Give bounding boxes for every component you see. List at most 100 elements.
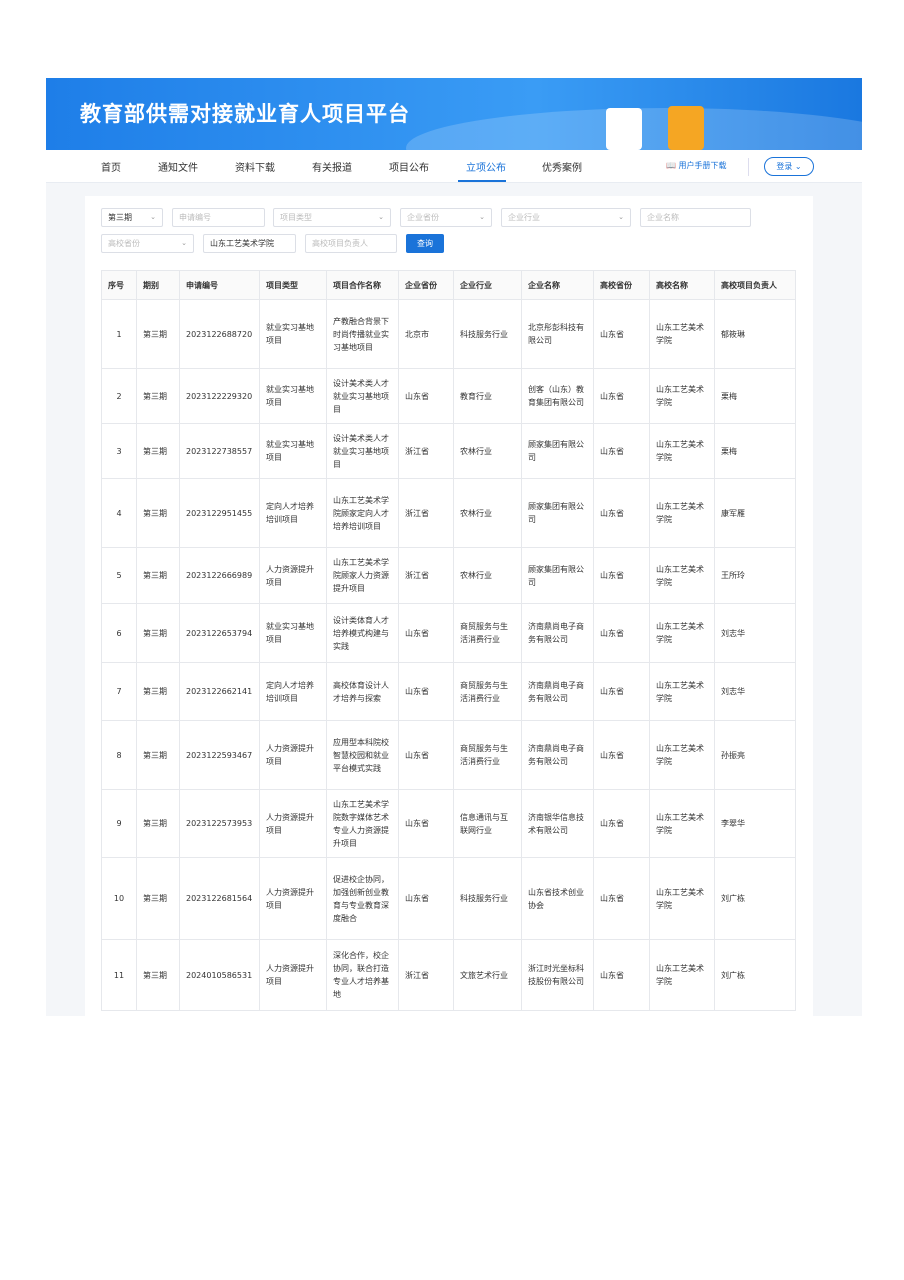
- main-nav: 首页 通知文件 资料下载 有关报道 项目公布 立项公布 优秀案例 📖 用户手册下…: [46, 150, 862, 183]
- table-cell: 山东工艺美术学院: [649, 603, 715, 663]
- table-row: 9 第三期 2023122573953 人力资源提升项目 山东工艺美术学院数字媒体艺术专…: [101, 789, 796, 858]
- chevron-down-icon: ⌄: [181, 239, 187, 247]
- uni-province-select[interactable]: 高校省份 ⌄: [101, 234, 194, 253]
- uni-name-input[interactable]: 山东工艺美术学院: [203, 234, 296, 253]
- table-cell: 10: [101, 857, 137, 940]
- table-cell: 农林行业: [453, 478, 522, 548]
- ent-province-select[interactable]: 企业省份 ⌄: [400, 208, 492, 227]
- table-row: 10 第三期 2023122681564 人力资源提升项目 促进校企协同，加强创新创业教…: [101, 857, 796, 940]
- nav-approved[interactable]: 立项公布: [466, 163, 506, 174]
- table-cell: 山东省: [593, 423, 650, 479]
- book-icon: 📖: [666, 161, 679, 170]
- table-cell: 高校体育设计人才培养与探索: [326, 662, 399, 721]
- table-cell: 栗梅: [714, 423, 796, 479]
- table-cell: 第三期: [136, 547, 180, 604]
- table-cell: 刘广栋: [714, 857, 796, 940]
- ent-industry-select[interactable]: 企业行业 ⌄: [501, 208, 631, 227]
- nav-downloads[interactable]: 资料下载: [235, 163, 275, 174]
- column-header: 企业行业: [453, 270, 522, 300]
- illustration-man: [606, 108, 642, 150]
- table-row: 5 第三期 2023122666989 人力资源提升项目 山东工艺美术学院顾家人力资源提…: [101, 547, 796, 604]
- table-cell: 深化合作，校企协同，联合打造专业人才培养基地: [326, 939, 399, 1011]
- table-cell: 9: [101, 789, 137, 858]
- table-cell: 第三期: [136, 789, 180, 858]
- table-cell: 山东省: [593, 478, 650, 548]
- table-cell: 就业实习基地项目: [259, 603, 327, 663]
- table-cell: 山东省技术创业协会: [521, 857, 594, 940]
- query-button[interactable]: 查询: [406, 234, 444, 253]
- table-cell: 康军雁: [714, 478, 796, 548]
- ent-name-input[interactable]: 企业名称: [640, 208, 751, 227]
- column-header: 期别: [136, 270, 180, 300]
- banner: 教育部供需对接就业育人项目平台: [46, 78, 862, 150]
- table-cell: 山东工艺美术学院: [649, 478, 715, 548]
- table-cell: 山东省: [398, 662, 454, 721]
- table-cell: 2023122951455: [179, 478, 260, 548]
- table-cell: 第三期: [136, 720, 180, 790]
- table-row: 2 第三期 2023122229320 就业实习基地项目 设计美术类人才就业实习基地项目…: [101, 368, 796, 424]
- chevron-down-icon: ⌄: [618, 213, 624, 221]
- uni-lead-input[interactable]: 高校项目负责人: [305, 234, 397, 253]
- table-row: 3 第三期 2023122738557 就业实习基地项目 设计美术类人才就业实习基地项目…: [101, 423, 796, 479]
- filter-and-table-card: 第三期 ⌄ 申请编号 项目类型 ⌄ 企业省份 ⌄ 企业行业 ⌄ 企业名称 高校省份 ⌄ 山…: [85, 196, 813, 1016]
- table-cell: 2024010586531: [179, 939, 260, 1011]
- column-header: 企业省份: [398, 270, 454, 300]
- table-cell: 商贸服务与生活消费行业: [453, 720, 522, 790]
- table-cell: 商贸服务与生活消费行业: [453, 662, 522, 721]
- table-cell: 济南鼎尚电子商务有限公司: [521, 720, 594, 790]
- table-cell: 设计类体育人才培养模式构建与实践: [326, 603, 399, 663]
- column-header: 高校项目负责人: [714, 270, 796, 300]
- table-cell: 就业实习基地项目: [259, 299, 327, 369]
- nav-reports[interactable]: 有关报道: [312, 163, 352, 174]
- table-cell: 文旅艺术行业: [453, 939, 522, 1011]
- table-cell: 北京市: [398, 299, 454, 369]
- column-header: 高校名称: [649, 270, 715, 300]
- table-cell: 山东省: [398, 720, 454, 790]
- table-cell: 山东省: [398, 857, 454, 940]
- table-cell: 山东省: [398, 603, 454, 663]
- manual-label: 用户手册下载: [678, 161, 727, 170]
- table-row: 6 第三期 2023122653794 就业实习基地项目 设计类体育人才培养模式构建与实…: [101, 603, 796, 663]
- table-cell: 浙江省: [398, 547, 454, 604]
- table-cell: 11: [101, 939, 137, 1011]
- nav-notices[interactable]: 通知文件: [158, 163, 198, 174]
- table-cell: 第三期: [136, 423, 180, 479]
- table-cell: 设计美术类人才就业实习基地项目: [326, 368, 399, 424]
- table-cell: 第三期: [136, 662, 180, 721]
- table-cell: 山东工艺美术学院数字媒体艺术专业人力资源提升项目: [326, 789, 399, 858]
- nav-cases[interactable]: 优秀案例: [542, 163, 582, 174]
- table-cell: 人力资源提升项目: [259, 789, 327, 858]
- table-cell: 8: [101, 720, 137, 790]
- table-cell: 人力资源提升项目: [259, 857, 327, 940]
- table-cell: 山东省: [398, 789, 454, 858]
- login-button[interactable]: 登录 ⌄: [764, 157, 814, 176]
- nav-projects[interactable]: 项目公布: [389, 163, 429, 174]
- table-cell: 顾家集团有限公司: [521, 547, 594, 604]
- table-cell: 4: [101, 478, 137, 548]
- table-cell: 山东省: [593, 720, 650, 790]
- table-cell: 农林行业: [453, 423, 522, 479]
- table-cell: 山东省: [593, 299, 650, 369]
- table-cell: 刘志华: [714, 662, 796, 721]
- table-cell: 山东工艺美术学院顾家人力资源提升项目: [326, 547, 399, 604]
- manual-download-link[interactable]: 📖 用户手册下载: [666, 160, 727, 171]
- table-cell: 浙江省: [398, 423, 454, 479]
- project-type-select[interactable]: 项目类型 ⌄: [273, 208, 391, 227]
- table-cell: 人力资源提升项目: [259, 720, 327, 790]
- table-cell: 第三期: [136, 478, 180, 548]
- table-cell: 济南鼎尚电子商务有限公司: [521, 603, 594, 663]
- login-label: 登录: [776, 162, 793, 171]
- column-header: 项目类型: [259, 270, 327, 300]
- chevron-down-icon: ⌄: [479, 213, 485, 221]
- period-select[interactable]: 第三期 ⌄: [101, 208, 163, 227]
- column-header: 序号: [101, 270, 137, 300]
- table-cell: 山东工艺美术学院: [649, 857, 715, 940]
- app-no-input[interactable]: 申请编号: [172, 208, 265, 227]
- chevron-down-icon: ⌄: [794, 162, 802, 171]
- nav-home[interactable]: 首页: [101, 163, 121, 174]
- table-cell: 栗梅: [714, 368, 796, 424]
- active-tab-indicator: [458, 180, 506, 182]
- table-cell: 第三期: [136, 939, 180, 1011]
- table-cell: 浙江时光坐标科技股份有限公司: [521, 939, 594, 1011]
- table-cell: 山东省: [593, 939, 650, 1011]
